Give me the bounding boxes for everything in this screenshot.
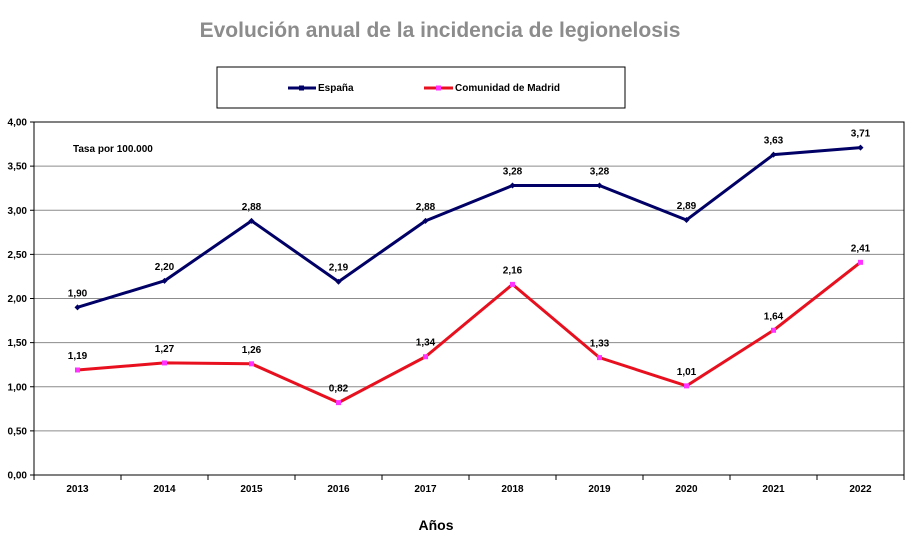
data-label-espana: 3,28 bbox=[590, 167, 610, 178]
data-point-madrid bbox=[336, 400, 341, 406]
rate-annotation: Tasa por 100.000 bbox=[73, 144, 153, 155]
y-tick-label: 2,00 bbox=[8, 294, 28, 305]
x-tick-label: 2015 bbox=[240, 484, 263, 495]
data-point-madrid bbox=[684, 383, 689, 389]
data-point-madrid bbox=[771, 327, 776, 333]
x-tick-label: 2020 bbox=[675, 484, 698, 495]
y-tick-label: 1,00 bbox=[8, 382, 28, 393]
x-axis: 2013 2014 2015 2016 2017 2018 2019 2020 2021 2022 bbox=[33, 475, 905, 495]
data-label-madrid: 1,26 bbox=[242, 345, 262, 356]
data-point-espana bbox=[857, 144, 864, 151]
x-tick-label: 2013 bbox=[66, 484, 89, 495]
gridlines bbox=[34, 165, 904, 432]
data-label-madrid: 2,16 bbox=[503, 265, 523, 276]
data-label-espana: 3,28 bbox=[503, 167, 523, 178]
data-point-espana bbox=[683, 216, 690, 223]
data-label-espana: 2,88 bbox=[242, 202, 262, 213]
data-label-madrid: 1,64 bbox=[764, 311, 784, 322]
x-tick-label: 2022 bbox=[849, 484, 872, 495]
y-tick-label: 0,00 bbox=[8, 471, 28, 482]
x-tick-label: 2016 bbox=[327, 484, 350, 495]
legend-marker-madrid bbox=[436, 85, 441, 91]
x-tick-label: 2014 bbox=[153, 484, 176, 495]
x-axis-title: Años bbox=[419, 517, 454, 533]
data-point-espana bbox=[74, 304, 81, 311]
data-label-madrid: 1,01 bbox=[677, 367, 697, 378]
legend-label-madrid: Comunidad de Madrid bbox=[455, 83, 560, 94]
data-point-madrid bbox=[858, 259, 863, 265]
x-tick-label: 2019 bbox=[588, 484, 611, 495]
x-tick-label: 2021 bbox=[762, 484, 785, 495]
data-label-madrid: 1,34 bbox=[416, 338, 436, 349]
y-tick-label: 2,50 bbox=[8, 250, 28, 261]
data-label-madrid: 0,82 bbox=[329, 384, 349, 395]
data-point-espana bbox=[248, 217, 255, 224]
series-line-espana bbox=[77, 146, 861, 309]
data-point-espana bbox=[596, 182, 603, 189]
data-point-espana bbox=[161, 277, 168, 284]
data-label-madrid: 1,19 bbox=[68, 351, 88, 362]
legend: España Comunidad de Madrid bbox=[216, 66, 626, 109]
x-tick-label: 2018 bbox=[501, 484, 524, 495]
y-axis: 0,00 0,50 1,00 1,50 2,00 2,50 3,00 3,50 4,00 bbox=[8, 118, 34, 482]
legend-box bbox=[216, 66, 626, 109]
y-tick-label: 3,00 bbox=[8, 206, 28, 217]
data-label-espana: 3,63 bbox=[764, 136, 784, 147]
data-point-madrid bbox=[597, 355, 602, 361]
data-point-madrid bbox=[249, 361, 254, 367]
data-label-espana: 2,88 bbox=[416, 202, 436, 213]
legend-marker-espana bbox=[299, 85, 304, 91]
data-label-madrid: 2,41 bbox=[851, 243, 871, 254]
y-tick-label: 0,50 bbox=[8, 426, 28, 437]
data-label-espana: 1,90 bbox=[68, 288, 88, 299]
series-group bbox=[74, 144, 864, 406]
x-tick-label: 2017 bbox=[414, 484, 437, 495]
data-label-madrid: 1,27 bbox=[155, 344, 175, 355]
data-point-espana bbox=[509, 182, 516, 189]
data-label-espana: 3,71 bbox=[851, 129, 871, 140]
y-tick-label: 1,50 bbox=[8, 338, 28, 349]
series-line-madrid bbox=[77, 261, 862, 405]
data-point-madrid bbox=[423, 354, 428, 360]
data-labels: 1,90 2,20 2,88 2,19 2,88 3,28 3,28 2,89 3,63 3,71… bbox=[68, 129, 871, 395]
data-point-madrid bbox=[510, 281, 515, 287]
y-tick-label: 3,50 bbox=[8, 162, 28, 173]
data-point-espana bbox=[422, 217, 429, 224]
chart-title: Evolución anual de la incidencia de legi… bbox=[200, 19, 681, 42]
data-label-espana: 2,20 bbox=[155, 262, 175, 273]
y-tick-label: 4,00 bbox=[8, 118, 28, 129]
legend-label-espana: España bbox=[318, 83, 354, 94]
data-label-madrid: 1,33 bbox=[590, 339, 610, 350]
data-label-espana: 2,19 bbox=[329, 263, 349, 274]
data-point-madrid bbox=[162, 360, 167, 366]
data-point-espana bbox=[770, 151, 777, 158]
data-point-madrid bbox=[75, 367, 80, 373]
data-label-espana: 2,89 bbox=[677, 201, 697, 212]
data-point-espana bbox=[335, 278, 342, 285]
